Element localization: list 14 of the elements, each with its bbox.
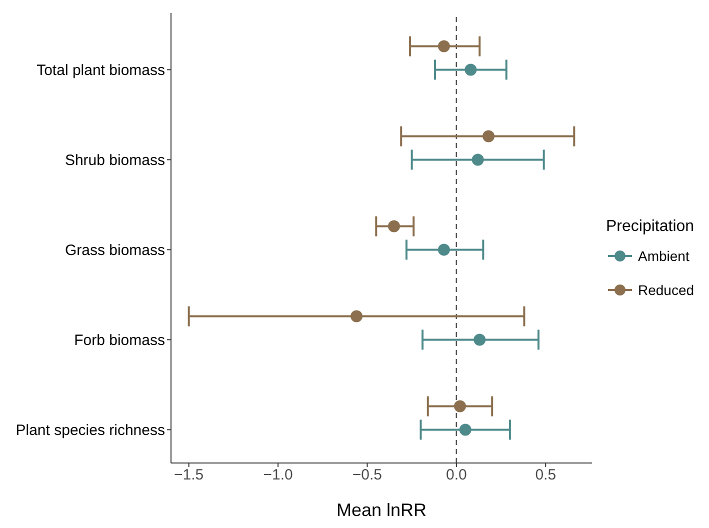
x-tick-label: 0.5 xyxy=(535,466,556,484)
y-tick-label: Grass biomass xyxy=(64,242,165,260)
x-tick-label: −0.5 xyxy=(352,466,382,484)
x-axis-title: Mean lnRR xyxy=(336,500,427,520)
x-tick-label: −1.0 xyxy=(263,466,293,484)
legend-title: Precipitation xyxy=(606,218,694,236)
y-tick-label: Forb biomass xyxy=(74,332,165,350)
y-tick-label: Plant species richness xyxy=(16,422,165,440)
legend-label: Ambient xyxy=(638,248,690,264)
y-tick-label: Shrub biomass xyxy=(64,152,165,170)
y-tick-label: Total plant biomass xyxy=(36,62,165,80)
legend-label: Reduced xyxy=(638,282,694,298)
x-tick-label: −1.5 xyxy=(174,466,204,484)
x-tick-label: 0.0 xyxy=(446,466,467,484)
